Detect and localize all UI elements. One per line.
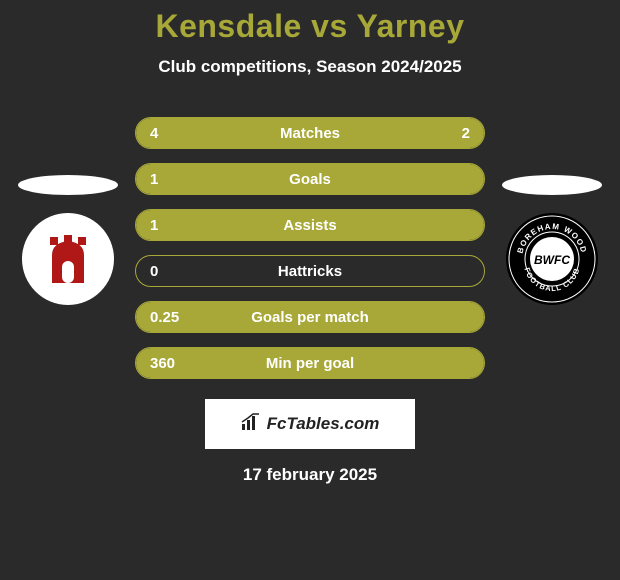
- stat-left-value: 4: [150, 125, 158, 142]
- stat-label: Goals: [289, 171, 331, 188]
- chart-icon: [241, 413, 261, 436]
- stat-label: Matches: [280, 125, 340, 142]
- stat-row: 0.25 Goals per match: [135, 301, 485, 333]
- crenellation: [78, 237, 86, 245]
- stat-row: 0 Hattricks: [135, 255, 485, 287]
- stat-row: 1 Goals: [135, 163, 485, 195]
- stat-right-value: 2: [462, 125, 470, 142]
- branding-text: FcTables.com: [267, 414, 380, 434]
- right-country-flag: [502, 175, 602, 195]
- stat-row: 1 Assists: [135, 209, 485, 241]
- branding-banner: FcTables.com: [205, 399, 415, 449]
- stat-left-value: 0.25: [150, 309, 179, 326]
- left-country-flag: [18, 175, 118, 195]
- door: [62, 261, 74, 283]
- page-title: Kensdale vs Yarney: [155, 8, 464, 45]
- right-club-badge: BOREHAM WOOD FOOTBALL CLUB BWFC: [506, 213, 598, 305]
- left-team-column: [18, 175, 118, 305]
- stat-label: Hattricks: [278, 263, 342, 280]
- stat-row: 360 Min per goal: [135, 347, 485, 379]
- date-label: 17 february 2025: [243, 465, 377, 485]
- stat-row: 4 Matches 2: [135, 117, 485, 149]
- stat-left-value: 1: [150, 217, 158, 234]
- stat-left-value: 0: [150, 263, 158, 280]
- stat-left-value: 360: [150, 355, 175, 372]
- stat-label: Min per goal: [266, 355, 354, 372]
- right-team-column: BOREHAM WOOD FOOTBALL CLUB BWFC: [502, 175, 602, 305]
- stats-list: 4 Matches 2 1 Goals 1 Assists 0 Hattricks 0.25 Goa…: [135, 117, 485, 393]
- left-club-badge: [22, 213, 114, 305]
- stat-label: Goals per match: [251, 309, 369, 326]
- stat-left-value: 1: [150, 171, 158, 188]
- crenellation: [64, 235, 72, 243]
- stat-label: Assists: [283, 217, 336, 234]
- badge-center-text: BWFC: [534, 253, 570, 267]
- subtitle: Club competitions, Season 2024/2025: [158, 57, 461, 77]
- crenellation: [50, 237, 58, 245]
